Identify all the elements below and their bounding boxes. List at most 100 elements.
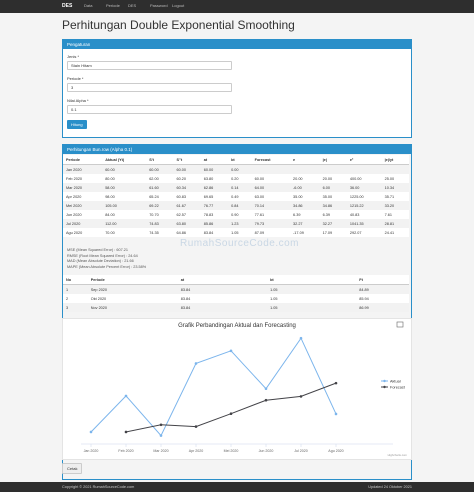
table-cell: 6.00	[319, 183, 347, 192]
series-line	[90, 337, 337, 437]
panel-header: Perhitungan Bun.row (Alpha 0.1)	[63, 145, 411, 154]
table-cell	[346, 164, 382, 174]
table-cell: 0.84	[228, 201, 252, 210]
footer: Copyright © 2021 RumahSourceCode.com Upd…	[0, 482, 474, 492]
nav-item[interactable]: Data	[84, 3, 93, 8]
point	[229, 412, 233, 415]
table-cell: 87.09	[254, 230, 265, 235]
table-cell: 83.84	[177, 303, 268, 312]
table-cell: -17.09	[293, 230, 304, 235]
column-header: No	[63, 275, 88, 285]
table-cell: 60.00	[254, 176, 265, 181]
table-cell: 35.71	[384, 194, 395, 199]
legend-label: Forecast	[390, 385, 406, 389]
table-row: Apr 2020 98.00 65.24 60.83 69.65 0.49 63.00 35.…	[63, 192, 409, 201]
column-header: Forecast	[251, 155, 291, 165]
column-header: e	[290, 155, 320, 165]
table-cell: 292.07	[349, 230, 362, 235]
table-cell: 2	[66, 296, 69, 301]
table-cell: 60.83	[176, 194, 186, 199]
nav-item[interactable]: Logout	[172, 3, 185, 8]
table-cell: 1041.35	[346, 219, 382, 228]
x-tick-label: Feb 2020	[118, 449, 133, 453]
field-input[interactable]: Stain Hitam	[67, 61, 232, 70]
brand[interactable]: DES	[62, 3, 73, 9]
table-cell: 17.09	[322, 230, 333, 235]
field-label: Periode *	[67, 76, 84, 81]
table-row: 1 Sep 2020 83.84 1.05 84.89	[63, 284, 409, 294]
table-cell: 35.00	[322, 194, 333, 199]
table-cell: 1.05	[267, 303, 357, 312]
table-cell: 61.60	[146, 183, 174, 192]
table-cell: 1.05	[231, 230, 239, 235]
field-input[interactable]: 3	[67, 83, 232, 92]
nav-item[interactable]: Password	[150, 3, 168, 8]
table-cell: 33.20	[381, 201, 409, 210]
field-input[interactable]: 0.1	[67, 105, 232, 114]
table-cell: 80.00	[105, 176, 115, 181]
submit-button[interactable]: Hitung	[67, 120, 87, 129]
table-cell	[319, 164, 347, 174]
table-cell: 62.57	[176, 212, 186, 217]
error-metric: MAPE (Mean Absolute Percent Error) : 23.…	[67, 264, 147, 269]
menu-icon	[396, 321, 404, 328]
chart-title: Grafik Perbandingan Aktual dan Forecasti…	[178, 323, 296, 329]
point	[159, 423, 163, 427]
table-cell: 69.22	[146, 201, 174, 210]
table-cell: 0.14	[228, 183, 252, 192]
table-cell: 83.84	[203, 230, 214, 235]
table-cell: 1.05	[270, 296, 278, 301]
legend-marker	[383, 385, 386, 389]
table-cell: 1.05	[267, 284, 357, 294]
chart-box: Grafik Perbandingan Aktual dan Forecasti…	[62, 318, 412, 460]
nav-item[interactable]: Periode	[106, 3, 120, 8]
table-cell: 6.39	[322, 212, 330, 217]
table: Periode Aktual (Yt) S't S''t at bt Forecast e |e…	[63, 155, 409, 237]
table-cell: 60.00	[173, 164, 201, 174]
point	[299, 395, 303, 398]
table-cell: 24.41	[384, 230, 395, 235]
point	[334, 381, 338, 385]
print-button[interactable]: Cetak	[62, 463, 83, 474]
table-cell: 83.84	[180, 296, 191, 301]
x-tick-label: Jan 2020	[84, 449, 99, 453]
table-cell: Okt 2020	[90, 296, 107, 301]
table-cell: 85.94	[359, 296, 369, 301]
column-header: e²	[346, 155, 382, 165]
table-cell: 35.00	[293, 194, 303, 199]
nav-item[interactable]: DES	[128, 3, 137, 8]
point	[124, 430, 128, 434]
table-header: Periode Aktual (Yt) S't S''t at bt Forecast e |e…	[63, 155, 409, 165]
table-cell: 32.27	[319, 219, 347, 228]
table-cell: 62.86	[200, 183, 229, 192]
table-cell: Jan 2020	[63, 164, 103, 174]
table-cell: 64.00	[251, 183, 291, 192]
table-cell: 58.00	[102, 183, 147, 192]
page-title: Perhitungan Double Exponential Smoothing	[62, 18, 295, 32]
table-cell: 74.35	[149, 230, 159, 235]
table-row: Jun 2020 84.00 70.70 62.57 78.83 0.90 77.61 6.3…	[63, 210, 409, 219]
table-cell: -6.00	[290, 183, 320, 192]
table-row: Mar 2020 58.00 61.60 60.34 62.86 0.14 64.00 -6.…	[63, 183, 409, 192]
table-cell: 84.89	[356, 284, 409, 294]
table-cell: 76.77	[200, 201, 229, 210]
table-cell: 69.65	[203, 194, 214, 199]
table-cell: Agu 2020	[66, 230, 83, 235]
table-cell: 28.81	[381, 219, 409, 228]
column-header: bt	[267, 275, 357, 285]
table-cell: 36.00	[346, 183, 382, 192]
table-cell: 112.00	[102, 219, 147, 228]
table-cell: 98.00	[105, 194, 115, 199]
x-tick-label: Mar 2020	[153, 449, 168, 453]
point	[334, 412, 338, 416]
table-cell: 85.86	[200, 219, 229, 228]
table-cell: 62.00	[149, 176, 159, 181]
chart-credits: Highcharts.com	[388, 453, 408, 457]
table-cell: 1215.22	[346, 201, 382, 210]
table-cell: 64.86	[176, 230, 186, 235]
table-cell: Mei 2020	[63, 201, 103, 210]
table-cell: 70.14	[251, 201, 291, 210]
column-header: S't	[146, 155, 174, 165]
table-cell: 79.73	[251, 219, 291, 228]
table-cell: 0.49	[231, 194, 239, 199]
